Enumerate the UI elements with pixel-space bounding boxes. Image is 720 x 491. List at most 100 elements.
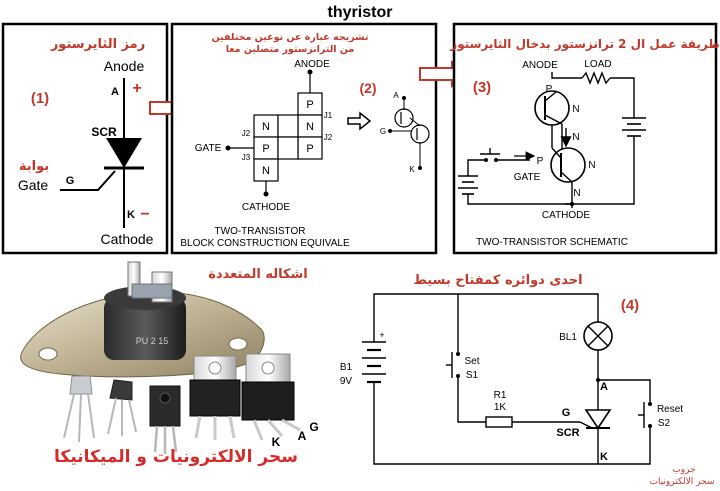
credit-line2: سحر الالكترونيات xyxy=(650,477,715,487)
panel-scr-symbol: رمز الثايرستور (1) Anode + A SCR بوابة G… xyxy=(1,22,169,255)
circuit-bottom-wire xyxy=(373,382,651,465)
block-anode-dot xyxy=(307,69,313,75)
r1-value: 1K xyxy=(494,402,507,413)
battery-plus: + xyxy=(379,330,384,340)
sch-cathode-label: CATHODE xyxy=(542,210,590,221)
left-layer-2-text: P xyxy=(262,143,269,155)
block-heading-line1: تشريحه عبارة عن نوعين مختلفين xyxy=(212,32,369,43)
step-number-2: (2) xyxy=(359,80,376,96)
scr-a-label: A xyxy=(600,381,608,393)
mini-g-label: G xyxy=(380,127,386,136)
mini-a-label: A xyxy=(393,91,399,100)
to92-device-1 xyxy=(63,375,95,443)
block-heading-line2: من الترانزستور متصلين معا xyxy=(226,44,355,55)
junction-j3: J3 xyxy=(242,153,251,162)
reset-switch-s2 xyxy=(638,402,652,428)
to92-device-2 xyxy=(107,379,137,436)
sch-caption: TWO-TRANSISTOR SCHEMATIC xyxy=(476,237,628,248)
gate-arabic: بوابة xyxy=(19,159,49,174)
sch-p1: P xyxy=(546,84,553,95)
junction-j2-right: J2 xyxy=(324,133,333,142)
scr-g-label: G xyxy=(562,407,571,419)
set-label: Set xyxy=(464,356,479,367)
scr-diode-triangle xyxy=(106,138,142,168)
link-n xyxy=(277,114,299,138)
sch-anode-label: ANODE xyxy=(522,60,558,71)
circuit-top-wire xyxy=(373,293,599,342)
block-anode-label: ANODE xyxy=(294,59,330,70)
stud-part-label: PU 2 15 xyxy=(136,336,169,346)
s2-label: S2 xyxy=(658,418,671,429)
scr-label: SCR xyxy=(91,125,117,139)
step-number: (1) xyxy=(31,90,49,107)
mini-k-label: K xyxy=(409,165,415,174)
cathode-minus: − xyxy=(140,206,149,223)
lamp-label: BL1 xyxy=(559,332,577,343)
sch-battery-right xyxy=(622,117,646,200)
s1-label: S1 xyxy=(466,370,479,381)
block-gate-label: GATE xyxy=(195,143,222,154)
battery-voltage: 9V xyxy=(340,376,353,387)
stud-thyristor-body xyxy=(104,298,186,360)
scr-name-label: SCR xyxy=(556,427,579,439)
to220-device-2 xyxy=(241,353,301,441)
circuit-scr-triangle xyxy=(584,409,612,430)
step-number-3: (3) xyxy=(473,79,491,96)
pin-a-label: A xyxy=(298,429,307,443)
junction-j1: J1 xyxy=(324,111,333,120)
reset-label: Reset xyxy=(657,404,683,415)
sch-n1: N xyxy=(572,104,579,115)
right-layer-3-text: P xyxy=(306,143,313,155)
watermark-text: سحر الالكترونيات و الميكانيكا xyxy=(54,447,298,467)
panel-switch-circuit: احدى دوائره كمفتاح بسيط (4) + B1 9V Set … xyxy=(340,273,715,487)
to220-device-1 xyxy=(189,355,241,440)
sch-n4: N xyxy=(573,188,580,199)
sch-load-resistor xyxy=(581,71,611,85)
gate-label: Gate xyxy=(18,177,49,193)
cathode-k: K xyxy=(127,209,135,221)
cathode-label: Cathode xyxy=(101,231,154,247)
link-p xyxy=(277,136,299,160)
pin-k-label: K xyxy=(272,435,281,449)
circuit-battery xyxy=(362,341,386,384)
gate-wire xyxy=(60,170,116,191)
page-title: thyristor xyxy=(328,4,393,21)
circuit-heading: احدى دوائره كمفتاح بسيط xyxy=(413,273,582,288)
set-switch-s1 xyxy=(446,352,460,378)
block-gate-dot xyxy=(225,145,231,151)
anode-label: Anode xyxy=(104,58,145,74)
battery-name: B1 xyxy=(340,362,353,373)
block-caption-line2: BLOCK CONSTRUCTION EQUIVALE xyxy=(180,238,350,249)
panel-package-photos: اشكاله المتعددة PU 2 15 xyxy=(20,261,319,467)
block-cathode-label: CATHODE xyxy=(242,202,290,213)
gate-g: G xyxy=(66,175,75,187)
mini-transistor-pair xyxy=(388,96,430,170)
panel-two-transistor-schematic: طريقة عمل ال 2 ترانزستور بدخال الثايرستو… xyxy=(449,22,720,255)
right-layer-2-text: N xyxy=(306,121,314,133)
scr-k-label: K xyxy=(600,451,608,463)
schematic-heading: طريقة عمل ال 2 ترانزستور بدخال الثايرستو… xyxy=(449,37,719,52)
sch-gate-label: GATE xyxy=(514,172,541,183)
sch-load-label: LOAD xyxy=(584,59,611,70)
sch-n2: N xyxy=(572,132,579,143)
panel-block-construction: تشريحه عبارة عن نوعين مختلفين من الترانز… xyxy=(170,22,438,255)
credit-line1: جروب xyxy=(672,465,695,475)
packages-heading: اشكاله المتعددة xyxy=(208,267,308,282)
symbol-heading: رمز الثايرستور xyxy=(50,37,145,52)
left-layer-1-text: N xyxy=(262,121,270,133)
mini-arrow xyxy=(347,111,372,131)
block-cathode-dot xyxy=(263,191,269,197)
sch-bottom-right xyxy=(565,200,635,205)
anode-plus: + xyxy=(132,80,141,97)
sch-p2: P xyxy=(537,156,544,167)
right-layer-1-text: P xyxy=(306,99,313,111)
sch-top-wire xyxy=(551,72,582,79)
block-caption-line1: TWO-TRANSISTOR xyxy=(215,226,306,237)
to126-device xyxy=(149,385,181,454)
step-number-4: (4) xyxy=(621,297,639,314)
pin-g-label: G xyxy=(309,420,318,434)
left-layer-3-text: N xyxy=(262,165,270,177)
anode-a: A xyxy=(111,86,119,98)
sch-right-wire xyxy=(610,77,635,118)
